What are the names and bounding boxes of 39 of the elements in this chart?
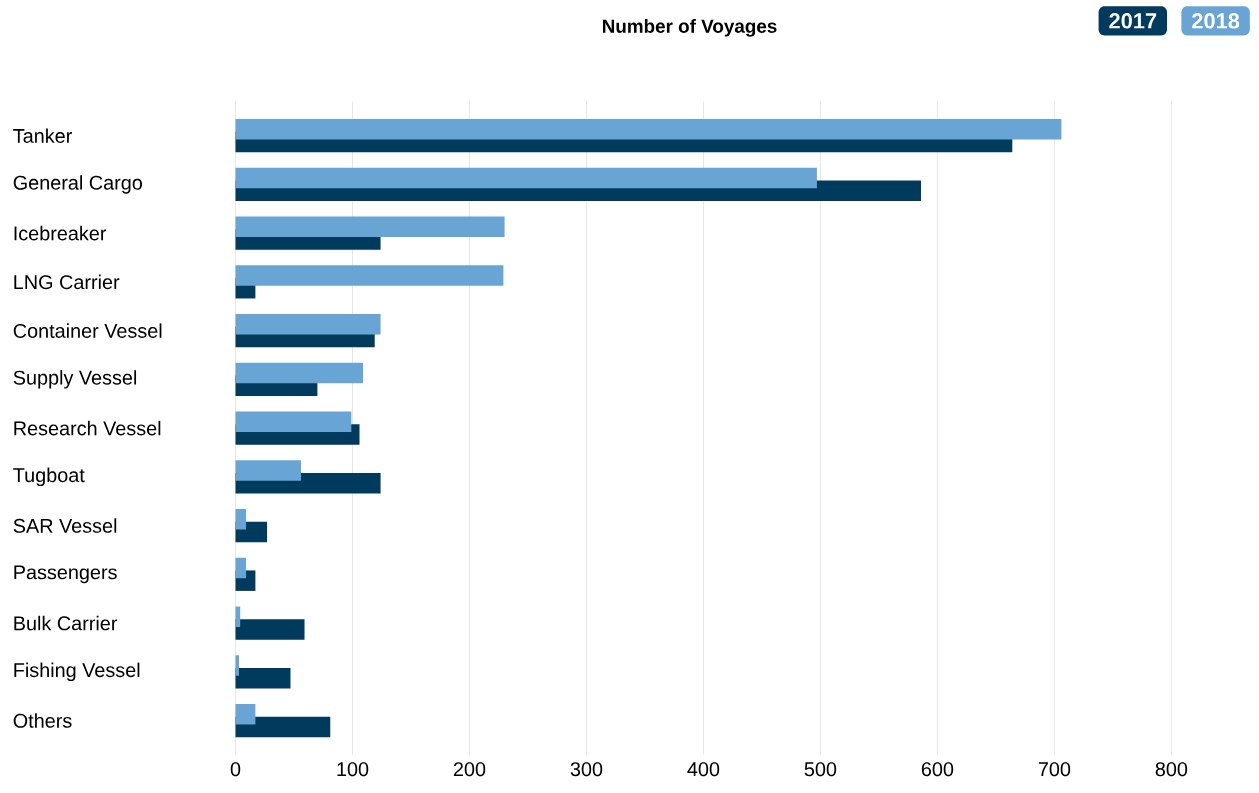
chart-title: Number of Voyages xyxy=(602,19,777,37)
x-tick-label: 0 xyxy=(230,762,241,777)
bar xyxy=(235,119,1062,140)
bar xyxy=(235,363,364,384)
bar xyxy=(235,216,505,238)
y-tick-label: Tugboat xyxy=(13,467,85,487)
bar xyxy=(235,716,331,738)
text: 2017 xyxy=(1109,13,1157,29)
y-tick-label: Fishing Vessel xyxy=(14,662,140,682)
y-tick-label: General Cargo xyxy=(13,175,143,194)
x-tick-label: 600 xyxy=(921,762,954,777)
y-tick-label: Container Vessel xyxy=(13,323,162,339)
bar xyxy=(235,704,256,725)
bar xyxy=(235,619,305,640)
y-tick-label: Tanker xyxy=(13,128,72,144)
y-tick-label: Icebreaker xyxy=(14,226,107,241)
x-tick-label: 800 xyxy=(1155,762,1188,777)
x-tick-label: 400 xyxy=(687,762,720,777)
bar xyxy=(235,265,504,287)
y-tick-label: Supply Vessel xyxy=(13,370,137,389)
x-tick-label: 100 xyxy=(337,762,369,777)
bar xyxy=(235,509,247,530)
bar xyxy=(235,460,302,481)
bar xyxy=(235,668,291,689)
y-tick-label: Bulk Carrier xyxy=(14,616,118,631)
bar xyxy=(235,411,352,433)
y-tick-label: Others xyxy=(13,713,72,729)
bar xyxy=(235,314,381,335)
y-tick-label: SAR Vessel xyxy=(13,518,117,534)
y-tick-label: Passengers xyxy=(14,565,117,584)
bar xyxy=(235,168,817,189)
y-tick-label: Research Vessel xyxy=(14,421,161,436)
x-tick-label: 700 xyxy=(1038,762,1071,777)
x-tick-label: 300 xyxy=(570,762,603,777)
x-tick-label: 500 xyxy=(804,762,837,777)
bar xyxy=(235,558,247,579)
x-tick-label: 200 xyxy=(453,762,486,777)
text: 2018 xyxy=(1192,13,1240,29)
y-tick-label: LNG Carrier xyxy=(14,274,120,290)
